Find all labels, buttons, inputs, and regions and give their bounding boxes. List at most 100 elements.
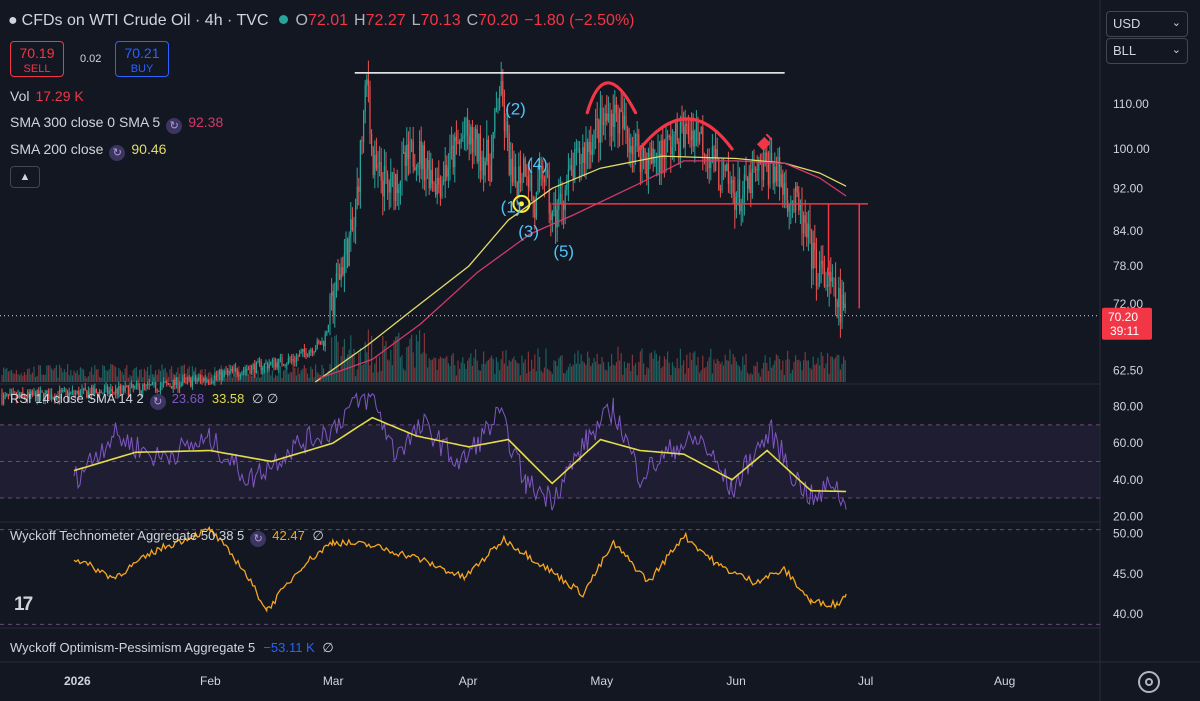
buy-button[interactable]: 70.21 BUY (115, 41, 169, 77)
candle-body (611, 113, 613, 137)
price-axis-label: 110.00 (1113, 97, 1149, 111)
rsi-line (73, 392, 847, 511)
candle-body (265, 363, 267, 365)
candle-body (465, 118, 467, 136)
unit-select[interactable]: BLL ⌄ (1106, 38, 1188, 64)
sma300-legend[interactable]: SMA 300 close 0 SMA 5 ↻ 92.38 (10, 114, 224, 134)
candle-body (174, 379, 176, 385)
candle-body (515, 166, 517, 183)
currency-select[interactable]: USD ⌄ (1106, 11, 1188, 37)
candle-body (52, 397, 54, 399)
candle-body (494, 110, 496, 132)
candle-body (251, 365, 253, 374)
candle-body (639, 157, 641, 173)
candle-body (796, 186, 798, 192)
cycle-icon[interactable]: ↻ (250, 531, 267, 547)
candle-body (318, 340, 320, 343)
candle-body (673, 134, 675, 147)
candle-body (745, 174, 747, 178)
candle-body (110, 388, 112, 391)
candle-body (817, 283, 819, 286)
candle-body (502, 80, 504, 106)
candle-body (420, 140, 422, 170)
candle-body (155, 382, 157, 391)
marker-circle (512, 194, 531, 213)
tradingview-logo[interactable]: 17 (14, 594, 33, 615)
candle-body (443, 180, 445, 182)
candle-body (361, 140, 363, 142)
candle-body (483, 156, 485, 176)
candle-body (444, 165, 446, 182)
candle-body (175, 378, 177, 385)
candle-body (761, 162, 763, 181)
candle-body (425, 168, 427, 181)
candle-body (324, 333, 326, 347)
candle-body (4, 395, 6, 396)
candle-body (510, 158, 512, 175)
candle-body (132, 384, 134, 388)
candle-body (588, 142, 590, 153)
candle-body (231, 369, 233, 372)
market-open-indicator (278, 15, 288, 24)
cycle-icon[interactable]: ↻ (166, 118, 183, 134)
candle-body (311, 350, 313, 354)
candle-body (779, 157, 781, 187)
candle-body (524, 158, 526, 177)
head-shoulder-arc (585, 81, 638, 115)
candle-body (403, 152, 405, 154)
candle-body (454, 136, 456, 168)
volume-legend[interactable]: Vol 17.29 K (10, 88, 84, 104)
candle-body (327, 324, 329, 332)
candle-body (134, 386, 136, 388)
candle-body (484, 161, 486, 176)
candle-body (353, 226, 355, 231)
technometer-value: 42.47 (272, 528, 305, 543)
candle-body (439, 184, 441, 198)
candle-body (44, 392, 46, 401)
last-price-label: 70.20 (1108, 310, 1138, 324)
candle-body (771, 152, 773, 162)
rsi-axis-label: 80.00 (1113, 400, 1143, 414)
candle-body (782, 174, 784, 195)
candle-body (46, 391, 48, 393)
candle-body (391, 172, 393, 174)
candle-body (313, 351, 315, 354)
candle-body (540, 165, 542, 169)
candle-body (281, 357, 283, 365)
candle-body (225, 371, 227, 374)
candle-body (319, 342, 321, 345)
candle-body (47, 391, 49, 400)
gear-icon[interactable] (1138, 671, 1160, 693)
cycle-icon[interactable]: ↻ (149, 394, 166, 410)
candle-body (678, 141, 680, 158)
candle-body (83, 387, 85, 390)
technometer-legend[interactable]: Wyckoff Technometer Aggregate 50 38 5 ↻ 42… (10, 528, 324, 547)
candle-body (33, 392, 35, 396)
cycle-icon[interactable]: ↻ (109, 145, 126, 161)
sell-button[interactable]: 70.19 SELL (10, 41, 64, 77)
optimism-legend[interactable]: Wyckoff Optimism-Pessimism Aggregate 5 −5… (10, 640, 334, 655)
candle-body (177, 378, 179, 389)
candle-body (20, 392, 22, 397)
candle-body (28, 391, 30, 395)
time-axis-label: Jun (726, 674, 745, 688)
candle-body (142, 384, 144, 392)
candle-body (708, 157, 710, 169)
candle-body (230, 369, 232, 372)
candle-body (347, 239, 349, 267)
candle-body (201, 378, 203, 382)
candle-body (401, 153, 403, 182)
rsi-axis-label: 20.00 (1113, 509, 1143, 523)
candle-body (604, 113, 606, 122)
collapse-legend-button[interactable]: ▲ (10, 166, 40, 188)
candle-body (801, 203, 803, 234)
price-axis-label: 84.00 (1113, 224, 1143, 238)
rsi-legend[interactable]: RSI 14 close SMA 14 2 ↻ 23.68 33.58 ∅ ∅ (10, 391, 279, 410)
candle-body (244, 370, 246, 371)
candle-body (774, 166, 776, 184)
candle-body (393, 172, 395, 202)
candle-body (86, 390, 88, 398)
candle-body (830, 272, 832, 282)
sma200-legend[interactable]: SMA 200 close ↻ 90.46 (10, 141, 167, 161)
